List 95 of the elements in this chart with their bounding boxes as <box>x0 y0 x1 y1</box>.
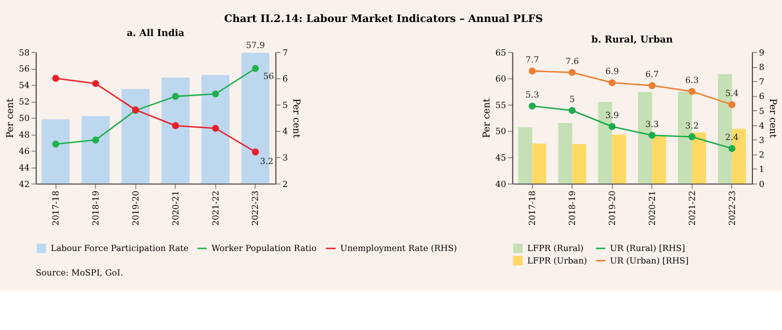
point <box>212 124 219 132</box>
point <box>608 79 616 86</box>
y-tick-label: 46 <box>18 146 30 156</box>
data-label: 3.3 <box>645 118 659 129</box>
y2-tick-label: 4 <box>758 120 764 130</box>
y-tick-label: 45 <box>495 152 506 163</box>
y-tick-label: 50 <box>495 126 506 136</box>
y2-tick-label: 8 <box>758 62 764 72</box>
chart-title: a. All India <box>126 28 184 39</box>
x-tick-label: 2018-19 <box>90 190 100 226</box>
data-label: 6.3 <box>685 74 699 85</box>
data-label: 56 <box>263 70 274 81</box>
point <box>172 92 180 100</box>
legend-label: Unemployment Rate (RHS) <box>340 243 457 254</box>
legend-label: LFPR (Rural) <box>527 243 584 254</box>
y-tick-label: 56 <box>18 64 30 74</box>
y-tick-label: 55 <box>495 100 506 110</box>
point <box>728 101 736 108</box>
point <box>568 68 576 76</box>
data-label: 3.2 <box>260 156 274 166</box>
data-label: 5.3 <box>526 90 539 100</box>
y2-tick-label: 4 <box>282 126 288 136</box>
data-label: 7.6 <box>565 56 579 66</box>
point <box>648 82 656 90</box>
x-tick-label: 2019-20 <box>130 190 140 226</box>
x-tick-label: 2020-21 <box>646 190 657 226</box>
y-tick-label: 42 <box>18 178 30 189</box>
data-label: 5 <box>569 94 575 104</box>
y2-tick-label: 2 <box>282 178 288 189</box>
y2-tick-label: 6 <box>282 74 288 84</box>
y2-tick-label: 2 <box>758 150 764 160</box>
y-tick-label: 48 <box>18 130 30 140</box>
y-tick-label: 58 <box>18 47 30 58</box>
data-label: 7.7 <box>526 54 539 65</box>
y-tick-label: 44 <box>18 162 30 172</box>
y2-tick-label: 5 <box>758 106 764 116</box>
y2-tick-label: 3 <box>282 152 288 163</box>
point <box>52 74 60 82</box>
x-tick-label: 2017-18 <box>527 190 538 226</box>
y-tick-label: 60 <box>495 74 506 84</box>
y2-tick-label: 7 <box>758 76 764 87</box>
x-tick-label: 2022-23 <box>250 190 260 226</box>
y2-tick-label: 5 <box>282 100 288 110</box>
point <box>728 145 736 152</box>
y2-axis-title: Per cent <box>290 98 302 138</box>
data-label: 3.2 <box>685 120 699 130</box>
y2-tick-label: 1 <box>758 164 764 174</box>
legend-label: UR (Urban) [RHS] <box>610 255 688 266</box>
point <box>528 102 536 110</box>
x-tick-label: 2018-19 <box>566 190 577 226</box>
x-tick-label: 2017-18 <box>50 190 61 226</box>
text: Chart II.2.14: Labour Market Indicators – Annual PLFS <box>224 12 543 25</box>
legend-label: LFPR (Urban) <box>527 255 588 266</box>
legend-label: Labour Force Participation Rate <box>50 243 188 254</box>
y-tick-label: 65 <box>495 47 506 58</box>
data-label: 6.7 <box>645 69 659 80</box>
source-note: Source: MoSPI, GoI. <box>36 268 123 278</box>
x-tick-label: 2022-23 <box>726 190 737 226</box>
point <box>92 136 100 144</box>
x-tick-label: 2019-20 <box>606 190 617 226</box>
point <box>528 68 536 74</box>
y-tick-label: 40 <box>495 178 506 189</box>
y-tick-label: 52 <box>18 96 30 107</box>
point <box>172 122 180 130</box>
y2-tick-label: 6 <box>758 91 764 102</box>
point <box>688 88 696 95</box>
data-label: 3.9 <box>605 110 619 120</box>
point <box>688 133 696 140</box>
y-axis-title: Per cent <box>5 98 16 138</box>
x-tick-label: 2021-22 <box>210 190 220 226</box>
point <box>648 132 656 139</box>
data-label: 6.9 <box>605 66 619 76</box>
y-tick-label: 54 <box>18 80 30 90</box>
chart-title: b. Rural, Urban <box>591 34 673 46</box>
y2-tick-label: 7 <box>282 47 288 58</box>
y2-tick-label: 9 <box>758 47 764 58</box>
point <box>568 106 576 114</box>
x-tick-label: 2020-21 <box>170 190 180 226</box>
legend-label: Worker Population Ratio <box>211 243 317 254</box>
point <box>608 123 616 130</box>
point <box>252 148 259 156</box>
y-axis-title: Per cent <box>482 98 493 138</box>
point <box>252 64 259 72</box>
data-label: 5.4 <box>725 88 739 98</box>
y2-axis-title: Per cent <box>766 98 778 138</box>
y2-tick-label: 3 <box>758 134 764 145</box>
legend-label: UR (Rural) [RHS] <box>610 243 686 254</box>
point <box>52 140 60 148</box>
data-label: 2.4 <box>725 132 739 142</box>
y2-tick-label: 0 <box>758 178 764 189</box>
point <box>92 80 100 88</box>
x-tick-label: 2021-22 <box>686 190 697 226</box>
data-label: 57.9 <box>246 40 265 50</box>
point <box>212 90 219 98</box>
y-tick-label: 50 <box>18 113 30 124</box>
